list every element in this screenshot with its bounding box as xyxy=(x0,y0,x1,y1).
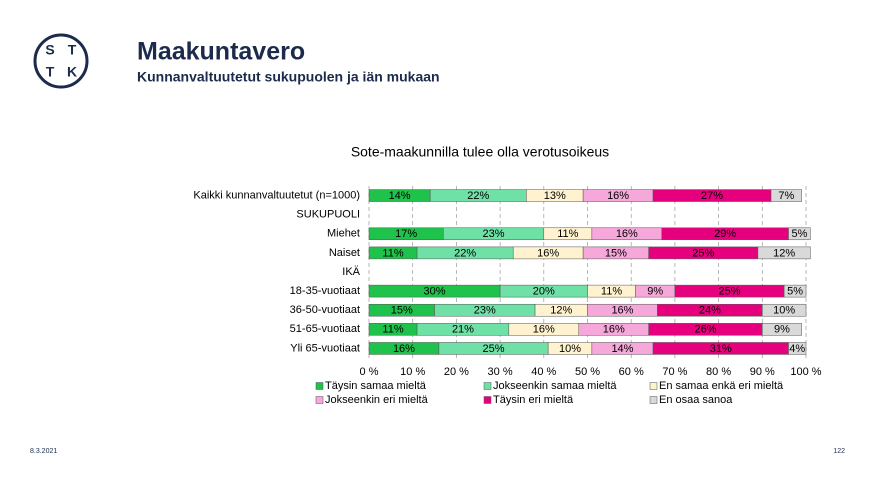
data-label: 22% xyxy=(467,190,489,202)
x-tick-label: 0 % xyxy=(360,366,379,378)
data-label: 10% xyxy=(773,305,795,317)
data-label: 14% xyxy=(389,190,411,202)
data-label: 30% xyxy=(424,286,446,298)
data-label: 26% xyxy=(694,324,716,336)
x-tick-label: 60 % xyxy=(619,366,644,378)
y-tick-label: Yli 65-vuotiaat xyxy=(290,342,360,354)
data-label: 27% xyxy=(701,190,723,202)
x-tick-label: 100 % xyxy=(790,366,821,378)
y-tick-label: Miehet xyxy=(327,228,360,240)
data-label: 12% xyxy=(773,247,795,259)
legend-swatch xyxy=(315,396,324,404)
logo-letter: T xyxy=(46,64,55,80)
legend-label: Täysin eri mieltä xyxy=(493,394,574,406)
y-tick-label: 18-35-vuotiaat xyxy=(290,285,360,297)
bar-segment xyxy=(762,323,802,336)
legend-swatch xyxy=(483,396,492,404)
logo-letter: T xyxy=(68,42,77,58)
bar-segment xyxy=(757,246,811,260)
legend-swatch xyxy=(649,396,658,404)
data-label: 23% xyxy=(483,228,505,240)
data-label: 5% xyxy=(787,286,803,298)
y-tick-label: 36-50-vuotiaat xyxy=(290,304,360,316)
x-tick-label: 50 % xyxy=(575,366,600,378)
data-label: 11% xyxy=(557,228,578,240)
page-number: 122 xyxy=(833,448,845,455)
logo: S T T K xyxy=(45,42,77,80)
data-label: 11% xyxy=(382,324,403,336)
data-label: 14% xyxy=(611,343,633,355)
data-label: 29% xyxy=(714,228,736,240)
data-label: 11% xyxy=(601,286,622,298)
data-label: 25% xyxy=(483,343,505,355)
y-tick-label: IKÄ xyxy=(342,266,360,278)
x-tick-label: 90 % xyxy=(750,366,775,378)
date: 8.3.2021 xyxy=(30,448,57,455)
bar-segment xyxy=(788,342,807,355)
data-label: 16% xyxy=(537,247,559,259)
data-label: 4% xyxy=(789,343,805,355)
legend-swatch xyxy=(483,382,492,390)
data-label: 25% xyxy=(719,286,741,298)
legend-label: Jokseenkin samaa mieltä xyxy=(493,380,617,392)
data-label: 22% xyxy=(454,247,476,259)
data-label: 11% xyxy=(382,247,403,259)
x-tick-label: 80 % xyxy=(706,366,731,378)
data-label: 13% xyxy=(544,190,566,202)
legend-swatch xyxy=(649,382,658,390)
bar-segment xyxy=(783,284,807,298)
data-label: 16% xyxy=(603,324,625,336)
slide-subtitle: Kunnanvaltuutetut sukupuolen ja iän muka… xyxy=(137,69,440,85)
legend-label: Täysin samaa mieltä xyxy=(325,380,427,392)
data-label: 16% xyxy=(607,190,629,202)
data-label: 7% xyxy=(778,190,794,202)
x-tick-label: 20 % xyxy=(444,366,469,378)
bar-segment xyxy=(788,227,811,241)
data-label: 15% xyxy=(605,247,627,259)
data-label: 9% xyxy=(774,324,790,336)
legend-label: Jokseenkin eri mieltä xyxy=(325,394,429,406)
data-label: 12% xyxy=(550,305,572,317)
y-tick-label: Kaikki kunnanvaltuutetut (n=1000) xyxy=(193,189,360,201)
y-tick-label: 51-65-vuotiaat xyxy=(290,323,360,335)
data-label: 5% xyxy=(791,228,807,240)
y-tick-label: SUKUPUOLI xyxy=(296,209,360,221)
data-label: 21% xyxy=(452,324,474,336)
x-tick-label: 30 % xyxy=(488,366,513,378)
logo-letter: S xyxy=(45,42,54,58)
data-label: 23% xyxy=(474,305,496,317)
legend-swatch xyxy=(315,382,324,390)
data-label: 16% xyxy=(616,228,638,240)
data-label: 16% xyxy=(393,343,415,355)
data-label: 16% xyxy=(611,305,633,317)
data-label: 31% xyxy=(710,343,732,355)
data-label: 25% xyxy=(692,247,714,259)
data-label: 9% xyxy=(647,286,663,298)
slide-title: Maakuntavero xyxy=(137,38,305,66)
bar-segment xyxy=(770,189,802,202)
data-label: 24% xyxy=(699,305,721,317)
x-tick-label: 40 % xyxy=(531,366,556,378)
bar-segment xyxy=(762,303,807,317)
data-label: 10% xyxy=(559,343,581,355)
legend-label: En osaa sanoa xyxy=(659,394,733,406)
data-label: 16% xyxy=(533,324,555,336)
logo-ring xyxy=(33,33,89,89)
x-tick-label: 10 % xyxy=(400,366,425,378)
chart-title: Sote-maakunnilla tulee olla verotusoikeu… xyxy=(351,144,609,160)
data-label: 15% xyxy=(391,305,413,317)
data-label: 17% xyxy=(395,228,417,240)
y-tick-label: Naiset xyxy=(329,247,360,259)
data-label: 20% xyxy=(533,286,555,298)
logo-letter: K xyxy=(67,64,77,80)
x-tick-label: 70 % xyxy=(662,366,687,378)
legend-label: En samaa enkä eri mieltä xyxy=(659,380,784,392)
